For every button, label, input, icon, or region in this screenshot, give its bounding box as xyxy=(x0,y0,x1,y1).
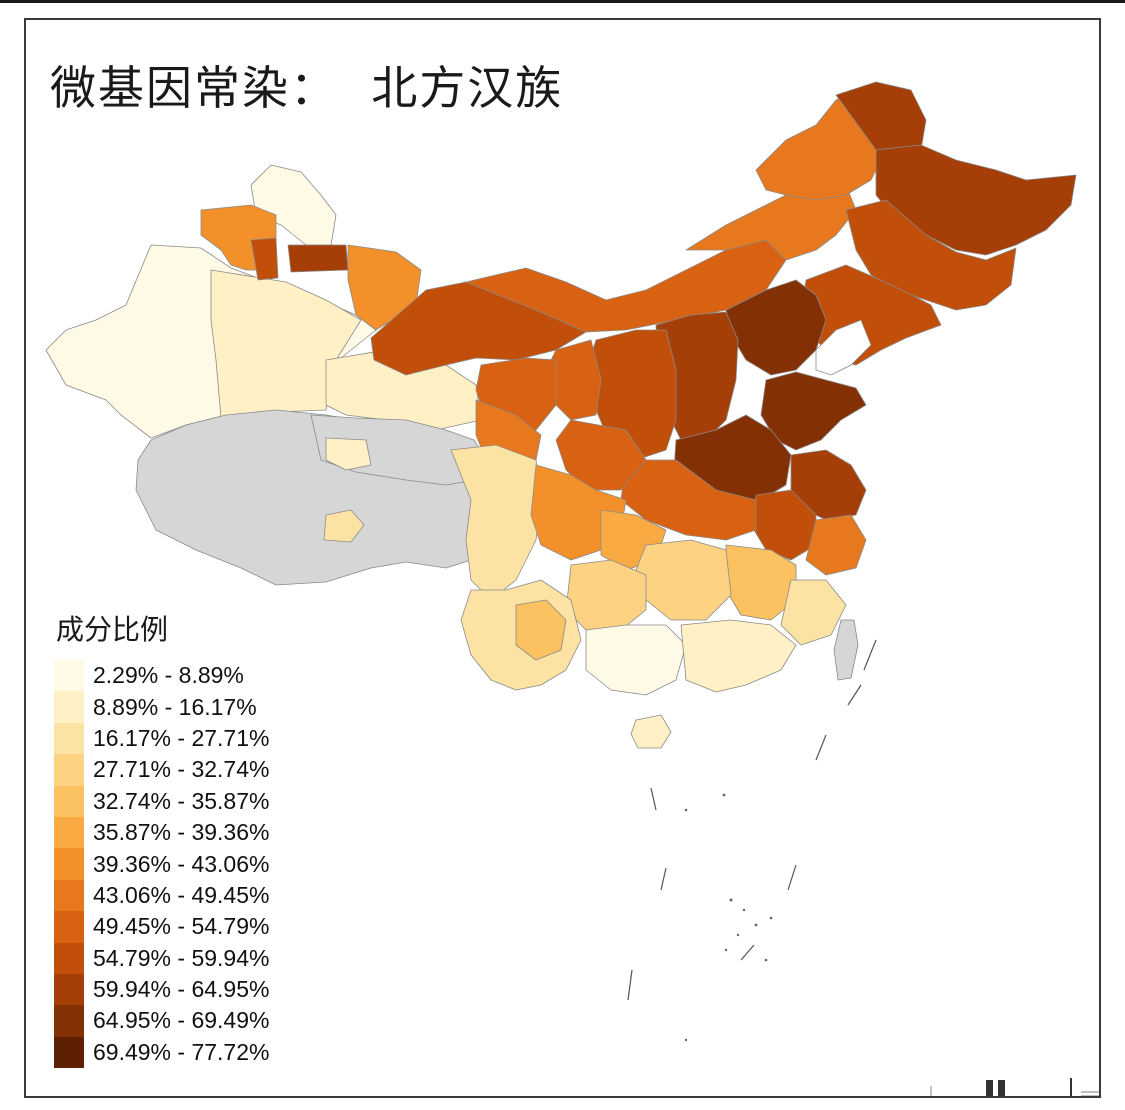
legend-row: 43.06% - 49.45% xyxy=(54,879,270,912)
region-haixi-patch xyxy=(325,437,372,471)
region-guizhou xyxy=(565,559,647,631)
legend-swatch xyxy=(54,879,84,912)
legend-title: 成分比例 xyxy=(56,613,169,646)
legend-label: 43.06% - 49.45% xyxy=(93,881,270,908)
region-guangxi xyxy=(585,624,687,696)
region-hunan xyxy=(635,539,732,621)
legend-row: 27.71% - 32.74% xyxy=(54,754,270,786)
legend-label: 59.94% - 64.95% xyxy=(93,976,270,1003)
region-zhejiang xyxy=(805,514,867,576)
legend-swatch xyxy=(54,816,84,849)
bohai-sea xyxy=(815,319,872,376)
map-title: 微基因常染： 北方汉族 xyxy=(50,61,564,115)
legend-swatch xyxy=(54,785,84,817)
region-guangdong xyxy=(680,619,797,693)
legend-label: 32.74% - 35.87% xyxy=(93,787,270,814)
legend-label: 49.45% - 54.79% xyxy=(93,913,270,940)
region-nagqu-patch xyxy=(323,509,365,543)
scattered-islands xyxy=(684,793,773,1042)
legend-row: 8.89% - 16.17% xyxy=(54,691,269,723)
legend-row: 64.95% - 69.49% xyxy=(54,1005,270,1037)
region-karamay xyxy=(250,237,279,281)
legend-label: 54.79% - 59.94% xyxy=(93,944,270,971)
legend-row: 49.45% - 54.79% xyxy=(54,911,270,943)
legend-row: 16.17% - 27.71% xyxy=(54,722,270,755)
region-fujian xyxy=(780,579,847,646)
legend-label: 8.89% - 16.17% xyxy=(93,693,257,720)
region-shaanxi-south xyxy=(555,419,647,491)
map-frame: 微基因常染： 北方汉族 xyxy=(24,18,1101,1098)
legend-swatch xyxy=(54,660,84,692)
region-hainan xyxy=(630,714,672,749)
legend-swatch xyxy=(54,691,84,723)
legend-swatch xyxy=(54,1036,84,1069)
south-china-sea-boundary xyxy=(627,639,877,1001)
legend-row: 32.74% - 35.87% xyxy=(54,785,270,817)
region-yunnan-central xyxy=(515,599,567,661)
legend-row: 54.79% - 59.94% xyxy=(54,942,270,974)
region-taiwan xyxy=(833,619,859,681)
legend-label: 27.71% - 32.74% xyxy=(93,756,270,783)
legend-label: 16.17% - 27.71% xyxy=(93,724,270,751)
legend-row: 35.87% - 39.36% xyxy=(54,816,270,849)
top-rule xyxy=(0,0,1125,3)
china-choropleth xyxy=(45,81,1077,1042)
legend-label: 39.36% - 43.06% xyxy=(93,850,270,877)
region-xinjiang-east xyxy=(210,269,362,419)
legend-label: 2.29% - 8.89% xyxy=(93,662,244,689)
region-hubei xyxy=(620,459,757,541)
legend-swatch xyxy=(54,848,84,880)
legend-label: 69.49% - 77.72% xyxy=(93,1038,270,1065)
legend-label: 64.95% - 69.49% xyxy=(93,1007,270,1034)
legend-swatch xyxy=(54,911,84,943)
legend-classes: 2.29% - 8.89% 8.89% - 16.17% 16.17% - 27.7… xyxy=(54,660,270,1069)
scale-bar xyxy=(930,1078,1099,1096)
legend-row: 2.29% - 8.89% xyxy=(54,660,269,692)
legend-swatch xyxy=(54,973,84,1006)
legend-swatch xyxy=(54,754,84,786)
legend-label: 35.87% - 39.36% xyxy=(93,819,270,846)
region-sichuan-west xyxy=(450,444,542,601)
legend-swatch xyxy=(54,722,84,755)
legend-swatch xyxy=(54,942,84,974)
legend-row: 59.94% - 64.95% xyxy=(54,973,270,1006)
legend-swatch xyxy=(54,1005,84,1037)
legend-row: 69.49% - 77.72% xyxy=(54,1036,270,1069)
legend-row: 39.36% - 43.06% xyxy=(54,848,270,880)
legend: 成分比例 2.29% - 8.89% 8.89% - 16.17% 16.17% -… xyxy=(54,608,270,1069)
region-urumqi xyxy=(287,244,349,273)
